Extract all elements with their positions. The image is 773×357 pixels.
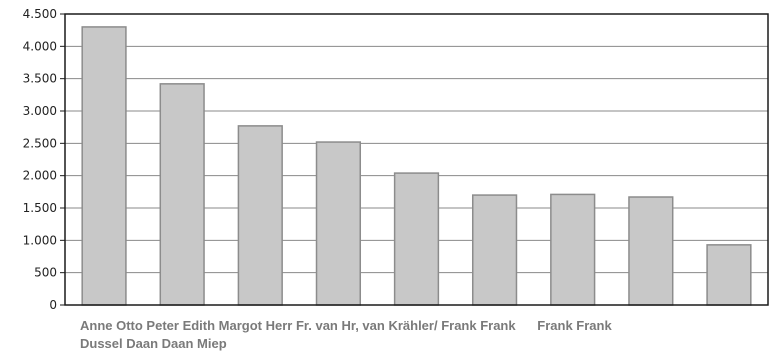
x-category-labels-line-1: Anne Otto Peter Edith Margot Herr Fr. va… [80, 318, 612, 333]
bar [550, 193, 596, 306]
bar [706, 244, 752, 306]
y-tick-label: 1.500 [23, 201, 57, 215]
y-tick-label: 3.000 [23, 104, 57, 118]
bar [237, 125, 283, 306]
bar [393, 172, 440, 306]
y-axis-ticks: 0 500 1.000 1.500 2.000 2.500 3.000 3.500 4.000 4… [23, 7, 65, 312]
plot-frame [64, 13, 769, 306]
y-tick-label: 1.000 [23, 233, 57, 247]
y-tick-label: 0 [49, 298, 57, 312]
y-tick-label: 3.500 [23, 72, 57, 86]
y-tick-label: 4.500 [23, 7, 57, 21]
y-tick-label: 4.000 [23, 39, 57, 53]
bars [81, 26, 752, 306]
bar [315, 141, 362, 306]
y-tick-label: 2.500 [23, 136, 57, 150]
y-tick-label: 500 [34, 266, 57, 280]
bar [81, 26, 127, 306]
x-category-labels-line-2: Dussel Daan Daan Miep [80, 336, 227, 351]
bar [471, 194, 518, 306]
bar [159, 83, 205, 306]
y-tick-label: 2.000 [23, 169, 57, 183]
bar [628, 196, 674, 306]
